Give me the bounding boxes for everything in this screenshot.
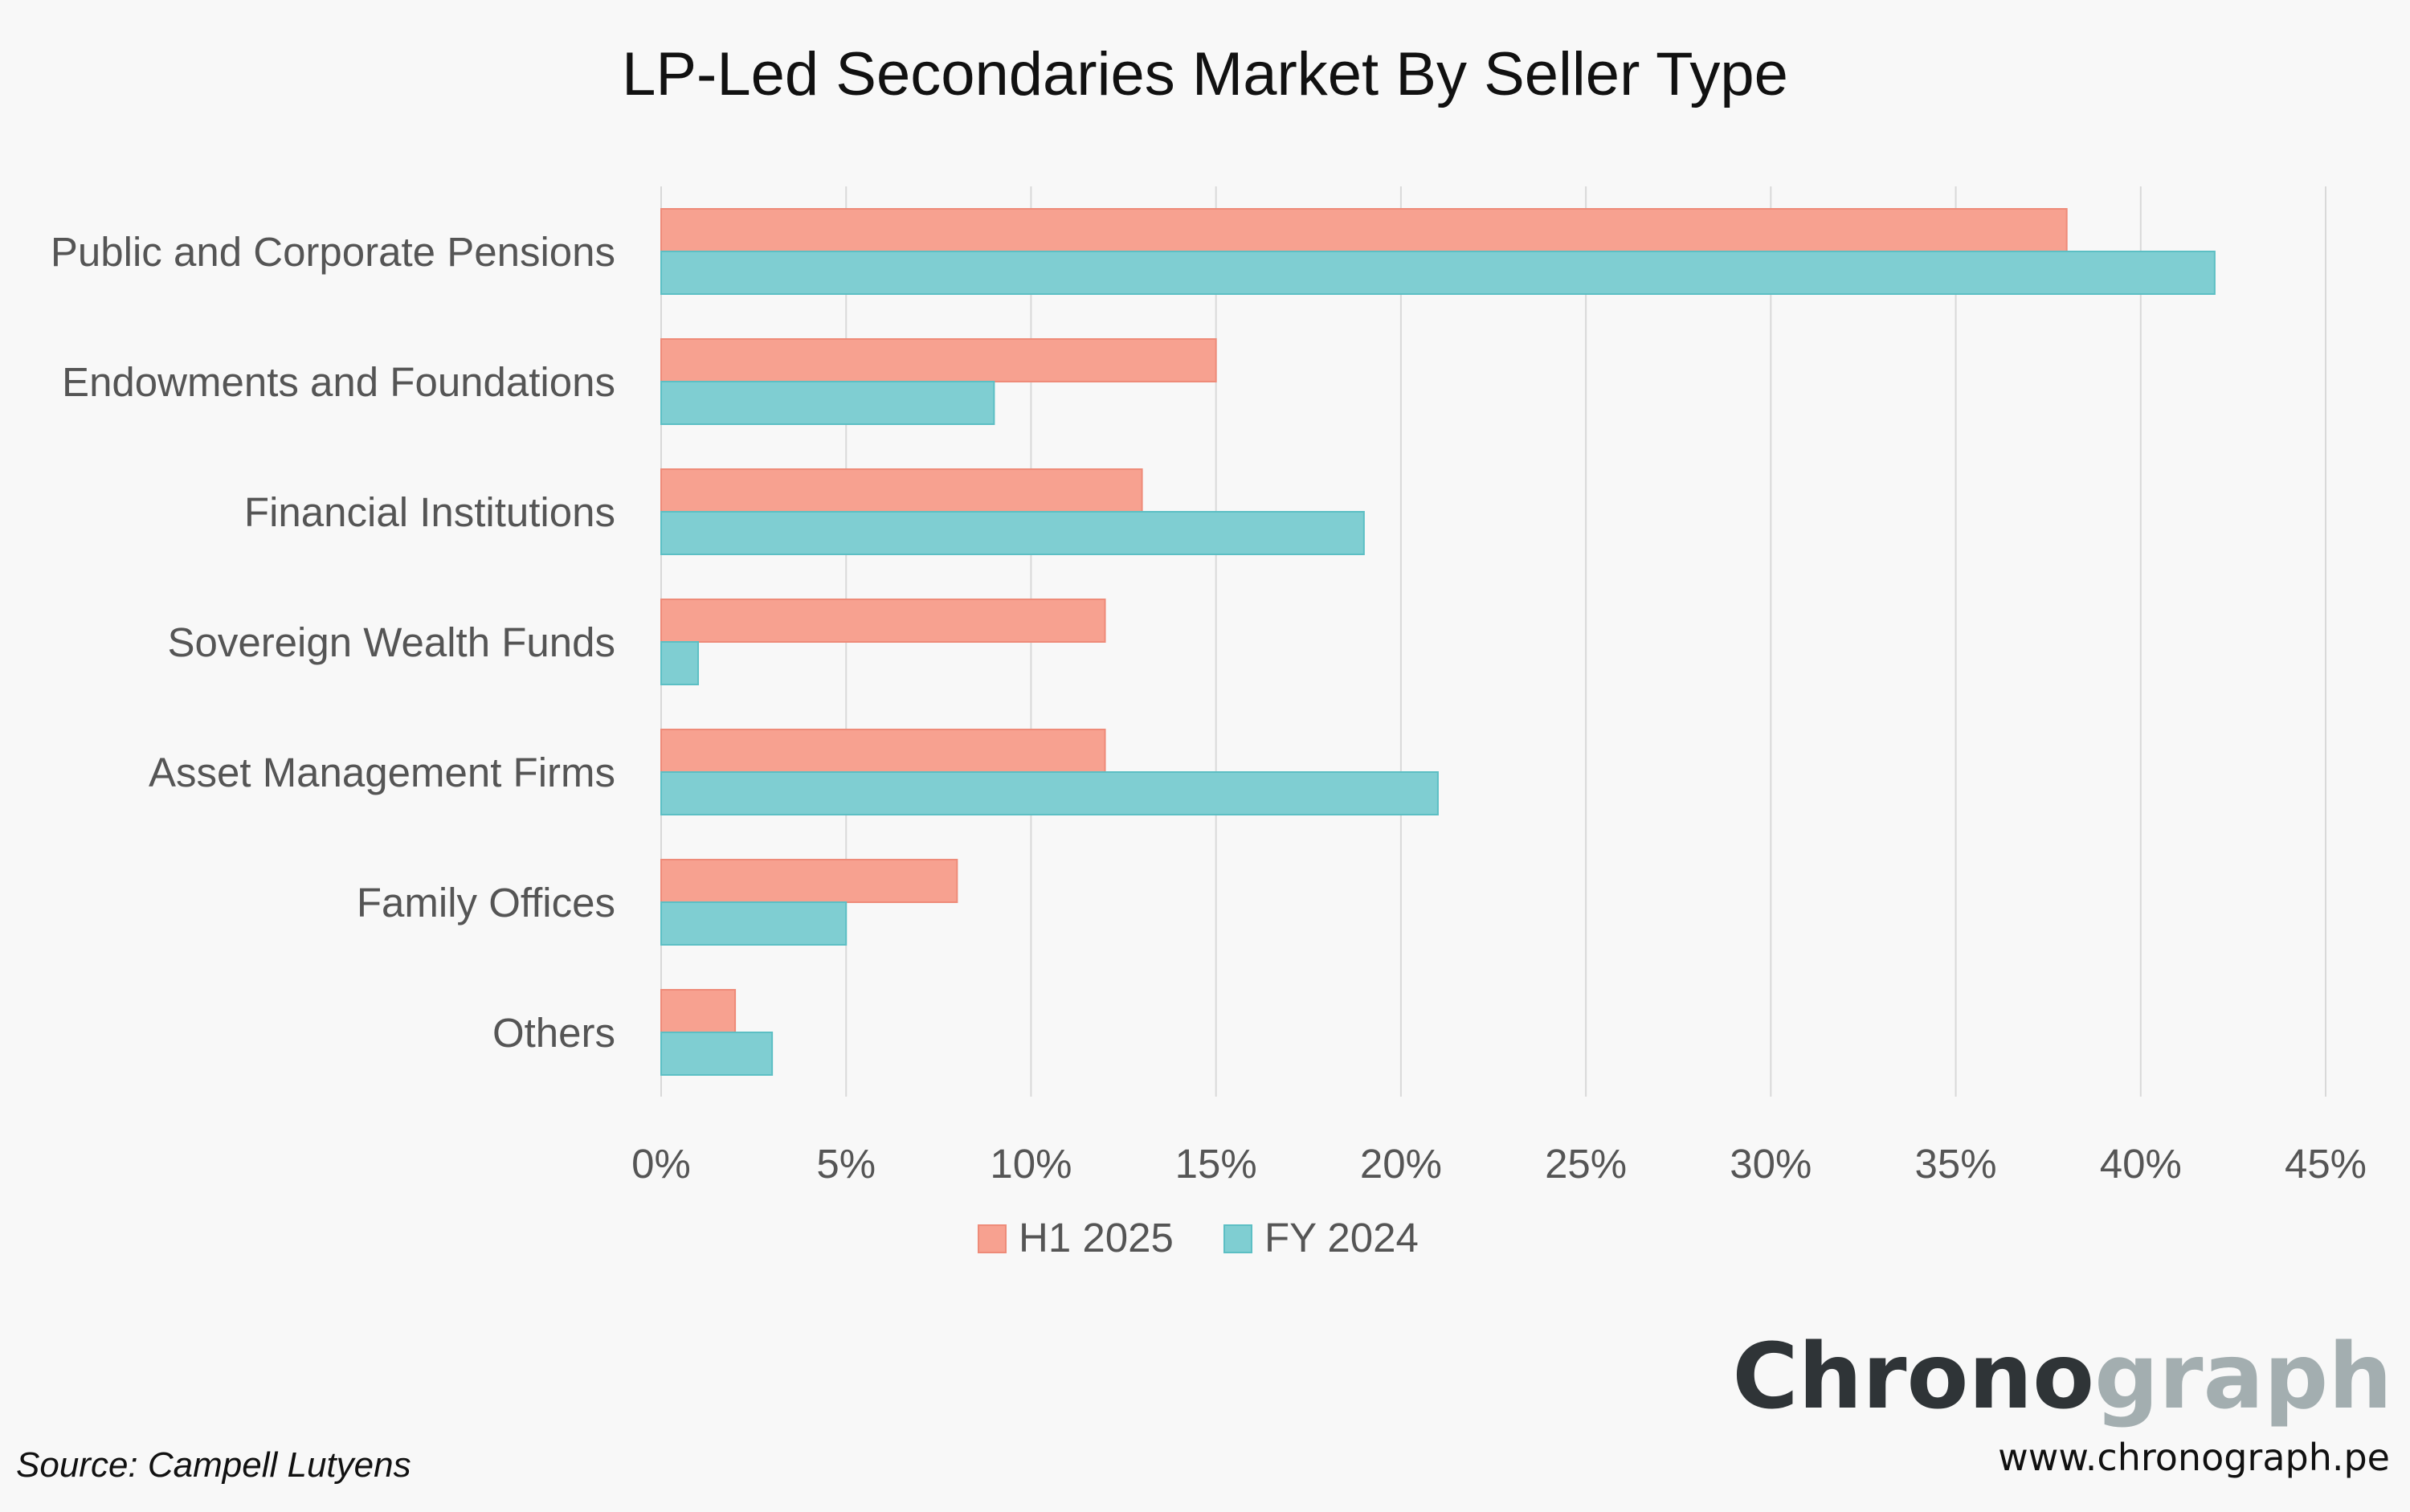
website-url: www.chronograph.pe bbox=[1998, 1436, 2390, 1479]
x-tick-label: 15% bbox=[1175, 1141, 1257, 1187]
bar-fy-2024 bbox=[660, 641, 700, 685]
category-label: Others bbox=[492, 1010, 615, 1056]
grid bbox=[660, 186, 2326, 1097]
bar-fy-2024 bbox=[660, 511, 1365, 555]
source-note: Source: Campell Lutyens bbox=[16, 1445, 411, 1485]
legend-label: H1 2025 bbox=[1019, 1215, 1174, 1261]
category-label: Asset Management Firms bbox=[149, 750, 615, 795]
bar-h1-2025 bbox=[660, 859, 958, 903]
x-tick-label: 25% bbox=[1545, 1141, 1627, 1187]
bar-fy-2024 bbox=[660, 901, 848, 946]
category-label: Public and Corporate Pensions bbox=[51, 229, 615, 275]
x-tick-label: 20% bbox=[1360, 1141, 1442, 1187]
logo-part-1: Chrono bbox=[1732, 1325, 2094, 1429]
bar-h1-2025 bbox=[660, 989, 737, 1033]
category-labels: Public and Corporate Pensions Endowments … bbox=[51, 229, 615, 1056]
logo-text: Chronograph bbox=[1732, 1325, 2392, 1429]
bar-h1-2025 bbox=[660, 729, 1106, 773]
x-tick-label: 30% bbox=[1730, 1141, 1812, 1187]
legend-swatch bbox=[1223, 1224, 1252, 1253]
logo-part-2: graph bbox=[2094, 1325, 2392, 1429]
bar-h1-2025 bbox=[660, 338, 1217, 382]
legend: H1 2025 FY 2024 bbox=[978, 1215, 1419, 1261]
chart-title: LP-Led Secondaries Market By Seller Type bbox=[622, 40, 1788, 108]
legend-label: FY 2024 bbox=[1264, 1215, 1419, 1261]
bar-fy-2024 bbox=[660, 771, 1439, 815]
legend-swatch bbox=[978, 1224, 1007, 1253]
x-tick-label: 5% bbox=[816, 1141, 876, 1187]
bar-fy-2024 bbox=[660, 1032, 774, 1076]
x-tick-label: 45% bbox=[2285, 1141, 2367, 1187]
x-tick-label: 0% bbox=[631, 1141, 691, 1187]
category-label: Endowments and Foundations bbox=[62, 359, 615, 405]
bars bbox=[660, 208, 2216, 1076]
bar-h1-2025 bbox=[660, 468, 1143, 513]
x-tick-label: 10% bbox=[990, 1141, 1072, 1187]
chronograph-logo: Chronograph bbox=[1732, 1325, 2392, 1429]
bar-fy-2024 bbox=[660, 251, 2216, 295]
x-tick-label: 40% bbox=[2100, 1141, 2182, 1187]
category-label: Financial Institutions bbox=[244, 489, 615, 535]
bar-h1-2025 bbox=[660, 208, 2068, 252]
x-tick-label: 35% bbox=[1915, 1141, 1997, 1187]
category-label: Sovereign Wealth Funds bbox=[167, 619, 615, 665]
bar-h1-2025 bbox=[660, 599, 1106, 643]
x-axis-ticks: 0% 5% 10% 15% 20% 25% 30% 35% 40% 45% bbox=[631, 1141, 2367, 1187]
category-label: Family Offices bbox=[357, 880, 615, 926]
bar-fy-2024 bbox=[660, 381, 995, 425]
